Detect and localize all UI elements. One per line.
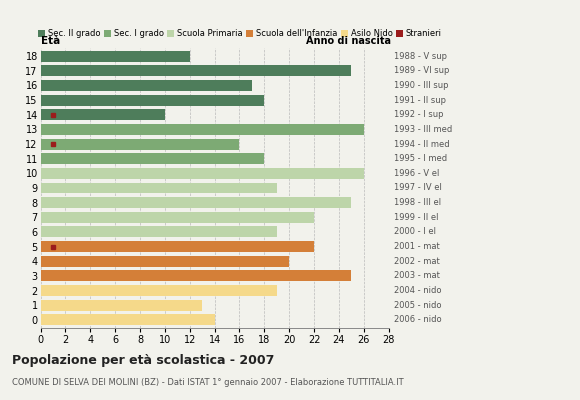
Text: 1996 - V el: 1996 - V el [394,169,440,178]
Text: 2005 - nido: 2005 - nido [394,301,442,310]
Bar [41,256,289,267]
Text: COMUNE DI SELVA DEI MOLINI (BZ) - Dati ISTAT 1° gennaio 2007 - Elaborazione TUTT: COMUNE DI SELVA DEI MOLINI (BZ) - Dati I… [12,378,403,387]
Text: Anno di nascita: Anno di nascita [306,36,392,46]
Bar [41,270,351,282]
Legend: Sec. II grado, Sec. I grado, Scuola Primaria, Scuola dell'Infanzia, Asilo Nido, : Sec. II grado, Sec. I grado, Scuola Prim… [38,29,442,38]
Bar [41,212,314,223]
Text: 1993 - III med: 1993 - III med [394,125,452,134]
Text: 1994 - II med: 1994 - II med [394,140,450,148]
Text: 2004 - nido: 2004 - nido [394,286,442,295]
Text: 2002 - mat: 2002 - mat [394,257,440,266]
Text: 1995 - I med: 1995 - I med [394,154,448,163]
Bar [41,80,252,91]
Bar [41,109,165,120]
Text: 1992 - I sup: 1992 - I sup [394,110,444,119]
Bar [41,300,202,311]
Bar [41,168,364,179]
Bar [41,138,240,150]
Bar [41,182,277,194]
Bar [41,314,215,326]
Text: 1990 - III sup: 1990 - III sup [394,81,449,90]
Text: 2000 - I el: 2000 - I el [394,228,436,236]
Bar [41,197,351,208]
Bar [41,50,190,62]
Bar [41,65,351,76]
Bar [41,285,277,296]
Text: 1991 - II sup: 1991 - II sup [394,96,447,104]
Text: 2003 - mat: 2003 - mat [394,272,440,280]
Bar [41,226,277,238]
Text: Popolazione per età scolastica - 2007: Popolazione per età scolastica - 2007 [12,354,274,367]
Text: 1989 - VI sup: 1989 - VI sup [394,66,450,75]
Text: 2006 - nido: 2006 - nido [394,316,442,324]
Text: Età: Età [41,36,60,46]
Bar [41,153,264,164]
Bar [41,124,364,135]
Text: 1998 - III el: 1998 - III el [394,198,441,207]
Bar [41,94,264,106]
Text: 1988 - V sup: 1988 - V sup [394,52,447,60]
Text: 1999 - II el: 1999 - II el [394,213,439,222]
Bar [41,241,314,252]
Text: 1997 - IV el: 1997 - IV el [394,184,443,192]
Text: 2001 - mat: 2001 - mat [394,242,440,251]
